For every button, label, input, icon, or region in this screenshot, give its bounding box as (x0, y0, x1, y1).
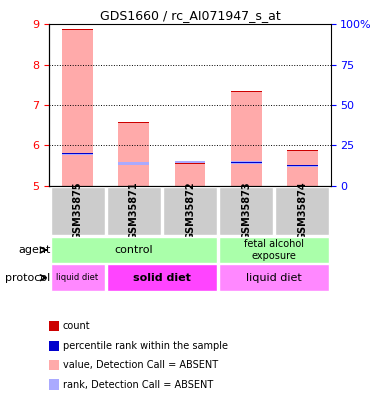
Bar (174, 163, 206, 164)
Bar (118, 163, 149, 164)
Text: liquid diet: liquid diet (57, 273, 98, 282)
FancyBboxPatch shape (219, 187, 273, 235)
Text: liquid diet: liquid diet (247, 273, 302, 283)
FancyBboxPatch shape (219, 264, 329, 291)
Text: percentile rank within the sample: percentile rank within the sample (63, 341, 228, 351)
Text: GSM35874: GSM35874 (298, 181, 307, 240)
Bar (118, 162, 149, 165)
FancyBboxPatch shape (51, 264, 105, 291)
Text: agent: agent (18, 245, 51, 255)
Text: rank, Detection Call = ABSENT: rank, Detection Call = ABSENT (63, 380, 213, 390)
Text: fetal alcohol
exposure: fetal alcohol exposure (244, 239, 304, 261)
Text: GSM35871: GSM35871 (129, 181, 139, 240)
Bar (231, 91, 262, 185)
Text: solid diet: solid diet (133, 273, 191, 283)
Bar (62, 153, 93, 156)
FancyBboxPatch shape (51, 187, 105, 235)
Text: count: count (63, 322, 90, 331)
Bar (118, 122, 149, 185)
Text: GSM35872: GSM35872 (185, 181, 195, 240)
Bar (62, 153, 93, 154)
FancyBboxPatch shape (107, 264, 217, 291)
Bar (174, 163, 206, 185)
FancyBboxPatch shape (163, 187, 217, 235)
Text: protocol: protocol (5, 273, 51, 283)
Bar (287, 150, 318, 185)
Bar (62, 29, 93, 30)
Text: GSM35873: GSM35873 (241, 181, 251, 240)
Bar (62, 29, 93, 185)
FancyBboxPatch shape (219, 237, 329, 263)
Text: GSM35875: GSM35875 (73, 181, 82, 240)
Text: value, Detection Call = ABSENT: value, Detection Call = ABSENT (63, 360, 218, 370)
FancyBboxPatch shape (51, 237, 217, 263)
Bar (287, 150, 318, 151)
FancyBboxPatch shape (107, 187, 161, 235)
Bar (174, 162, 206, 164)
Bar (118, 122, 149, 123)
FancyBboxPatch shape (276, 187, 329, 235)
Title: GDS1660 / rc_AI071947_s_at: GDS1660 / rc_AI071947_s_at (100, 9, 280, 22)
Bar (287, 165, 318, 166)
Bar (287, 165, 318, 167)
Bar (231, 91, 262, 92)
Bar (231, 162, 262, 164)
Text: control: control (114, 245, 153, 255)
Bar (231, 162, 262, 163)
